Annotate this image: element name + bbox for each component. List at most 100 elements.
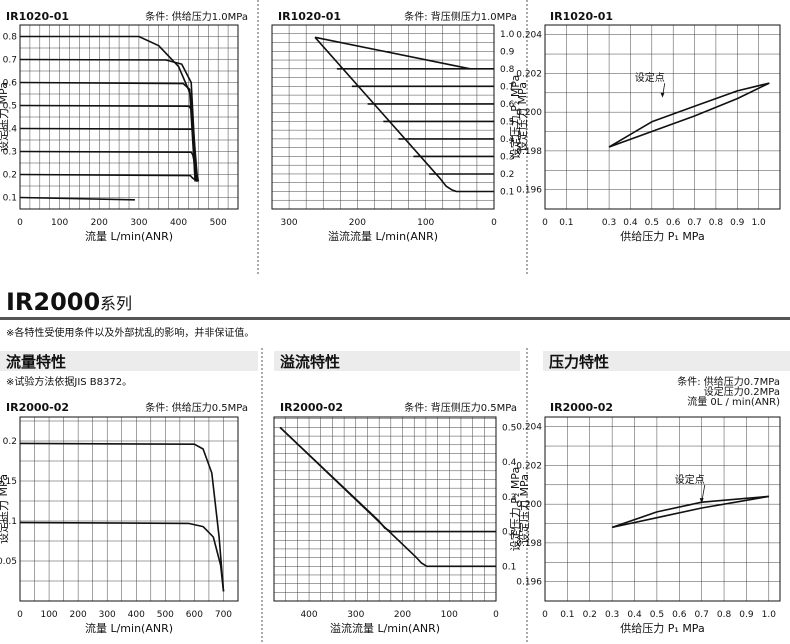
x-tick-label: 300 bbox=[347, 610, 364, 620]
x-tick-label: 0.6 bbox=[672, 610, 687, 620]
y-tick-label: 0.5 bbox=[500, 117, 514, 127]
y-tick-label: 0.1 bbox=[500, 187, 514, 197]
series-line-2 bbox=[314, 36, 494, 193]
x-tick-label: 0 bbox=[17, 218, 23, 228]
x-tick-label: 100 bbox=[441, 610, 458, 620]
section-note-flow: ※试验方法依据JIS B8372。 bbox=[6, 375, 132, 388]
x-tick-label: 500 bbox=[210, 218, 227, 228]
chart-condition-label: 流量 0L / min(ANR) bbox=[687, 395, 780, 408]
section-header-pressure: 压力特性 bbox=[543, 351, 790, 371]
x-tick-label: 0.7 bbox=[687, 218, 701, 228]
y-tick-label: 0.2 bbox=[3, 437, 17, 447]
x-tick-label: 100 bbox=[417, 218, 434, 228]
x-tick-label: 200 bbox=[70, 610, 87, 620]
series-line-1 bbox=[314, 36, 471, 70]
x-tick-label: 700 bbox=[215, 610, 232, 620]
y-tick-label: 0.2 bbox=[502, 528, 516, 538]
series-underline bbox=[0, 317, 790, 320]
annotation-arrow bbox=[699, 498, 704, 504]
series-line-2 bbox=[279, 426, 496, 568]
chart-1: IR1020-01 条件: 供给压力1.0MPa 0 100 200 300 400 500 0… bbox=[0, 10, 248, 243]
plot-frame bbox=[271, 24, 495, 210]
x-tick-label: 0.5 bbox=[645, 218, 659, 228]
y-axis-label: 设定压力 P₂ MPa bbox=[508, 75, 522, 159]
x-tick-label: 300 bbox=[130, 218, 147, 228]
series-title-main: IR2000 bbox=[6, 288, 100, 316]
x-tick-label: 500 bbox=[157, 610, 174, 620]
y-tick-label: 0.196 bbox=[516, 578, 542, 588]
y-tick-label: 0.9 bbox=[500, 47, 515, 57]
y-tick-label: 0.5 bbox=[502, 423, 516, 433]
y-tick-label: 0.8 bbox=[500, 65, 515, 75]
x-tick-label: 0.2 bbox=[583, 610, 597, 620]
y-tick-label: 0.5 bbox=[3, 102, 17, 112]
x-tick-label: 0.4 bbox=[627, 610, 642, 620]
x-tick-label: 1.0 bbox=[762, 610, 777, 620]
chart-2: IR1020-01 条件: 背压侧压力1.0MPa 300 200 100 0 0.1 0.2… bbox=[271, 10, 529, 243]
y-tick-label: 0.4 bbox=[3, 125, 18, 135]
y-tick-label: 0.1 bbox=[502, 562, 516, 572]
x-axis-label: 供给压力 P₁ MPa bbox=[620, 229, 704, 243]
y-tick-label: 0.1 bbox=[3, 194, 17, 204]
y-tick-label: 0.05 bbox=[0, 557, 17, 567]
chart-model-label: IR2000-02 bbox=[550, 401, 613, 414]
section-header-relief: 溢流特性 bbox=[274, 351, 520, 371]
y-tick-label: 0.2 bbox=[500, 170, 514, 180]
x-tick-label: 0 bbox=[491, 218, 497, 228]
x-tick-label: 0.8 bbox=[717, 610, 732, 620]
y-tick-label: 0.3 bbox=[3, 148, 17, 158]
y-tick-label: 0.204 bbox=[516, 31, 542, 41]
y-tick-label: 0.6 bbox=[500, 100, 515, 110]
y-tick-label: 0.8 bbox=[3, 33, 18, 43]
series-line-8 bbox=[20, 35, 198, 182]
y-tick-label: 1.0 bbox=[500, 30, 515, 40]
x-tick-label: 1.0 bbox=[751, 218, 766, 228]
x-tick-label: 200 bbox=[349, 218, 366, 228]
y-tick-label: 0.202 bbox=[516, 69, 542, 79]
x-tick-label: 0.7 bbox=[695, 610, 709, 620]
chart-3: IR1020-01 0 0.1 0.3 0.4 0.5 0.6 0.7 0.8 0.9 1.0 0.1… bbox=[508, 10, 781, 243]
chart-model-label: IR1020-01 bbox=[550, 10, 613, 23]
y-tick-label: 0.198 bbox=[516, 539, 542, 549]
x-tick-label: 0.8 bbox=[709, 218, 724, 228]
plot-frame bbox=[19, 24, 239, 210]
x-tick-label: 100 bbox=[51, 218, 68, 228]
x-tick-label: 0.6 bbox=[666, 218, 681, 228]
x-tick-label: 300 bbox=[280, 218, 297, 228]
x-tick-label: 600 bbox=[186, 610, 203, 620]
x-tick-label: 0.1 bbox=[560, 610, 574, 620]
y-tick-label: 0.204 bbox=[516, 423, 542, 433]
chart-5: IR2000-02 条件: 背压侧压力0.5MPa 400 300 200 100 0 0.1… bbox=[273, 401, 531, 635]
series-title-suffix: 系列 bbox=[100, 294, 132, 313]
y-axis-label: 设定压力 MPa bbox=[0, 474, 10, 544]
x-tick-label: 0.9 bbox=[739, 610, 754, 620]
y-tick-label: 0.200 bbox=[516, 500, 542, 510]
series-line-2 bbox=[19, 521, 225, 592]
x-tick-label: 200 bbox=[394, 610, 411, 620]
series-line-7 bbox=[19, 58, 198, 182]
x-tick-label: 0.3 bbox=[602, 218, 616, 228]
section-title-pressure: 压力特性 bbox=[549, 353, 609, 371]
series-line-1 bbox=[19, 196, 135, 201]
x-tick-label: 0.5 bbox=[650, 610, 664, 620]
x-axis-label: 溢流流量 L/min(ANR) bbox=[330, 621, 440, 635]
y-tick-label: 0.3 bbox=[500, 152, 514, 162]
y-tick-label: 0.200 bbox=[516, 108, 542, 118]
section-title-relief: 溢流特性 bbox=[280, 353, 340, 371]
y-tick-label: 0.198 bbox=[516, 147, 542, 157]
section-title-flow: 流量特性 bbox=[6, 353, 66, 371]
x-tick-label: 0.3 bbox=[605, 610, 619, 620]
chart-model-label: IR1020-01 bbox=[6, 10, 69, 23]
chart-model-label: IR2000-02 bbox=[6, 401, 69, 414]
chart-condition-label: 条件: 背压侧压力0.5MPa bbox=[404, 401, 517, 414]
chart-condition-label: 条件: 供给压力0.7MPa bbox=[677, 375, 780, 388]
annotation-label: 设定点 bbox=[675, 473, 705, 486]
series-line-2 bbox=[608, 82, 770, 148]
y-tick-label: 0.6 bbox=[3, 79, 18, 89]
x-tick-label: 0.1 bbox=[559, 218, 573, 228]
x-tick-label: 100 bbox=[40, 610, 57, 620]
chart-4: IR2000-02 条件: 供给压力0.5MPa 0 100 200 300 400 500 6… bbox=[0, 401, 248, 635]
plot-frame bbox=[544, 416, 781, 602]
y-tick-label: 0.2 bbox=[3, 171, 17, 181]
x-tick-label: 400 bbox=[300, 610, 317, 620]
